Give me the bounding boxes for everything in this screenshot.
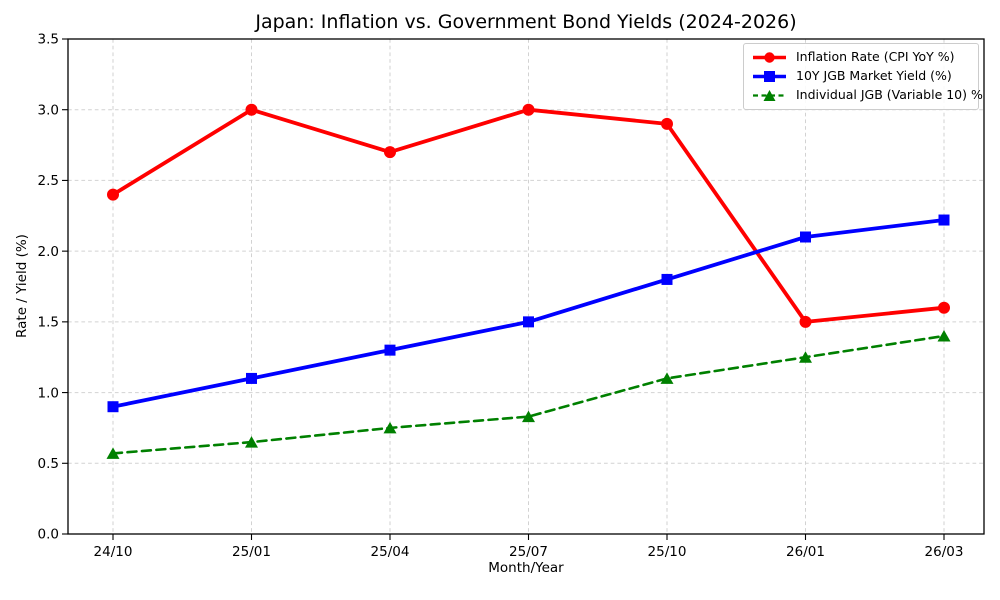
data-point-marker <box>937 330 951 342</box>
y-tick-label: 3.0 <box>38 102 59 118</box>
data-point-marker <box>523 316 534 328</box>
data-point-marker <box>800 231 811 243</box>
data-point-marker <box>522 103 535 116</box>
legend-label: Individual JGB (Variable 10) % <box>796 87 983 103</box>
y-tick-label: 3.5 <box>38 32 59 48</box>
plot-border <box>67 38 985 535</box>
data-point-marker <box>522 410 535 423</box>
data-point-marker <box>107 188 119 201</box>
x-tick-label: 25/07 <box>509 544 548 560</box>
data-point-marker <box>661 273 673 285</box>
data-point-marker <box>245 436 258 448</box>
x-tick-label: 26/03 <box>925 544 964 560</box>
y-tick-label: 0.0 <box>38 527 59 543</box>
x-tick-label: 24/10 <box>94 544 133 560</box>
data-point-marker <box>107 401 119 413</box>
data-point-marker <box>246 372 257 384</box>
data-point-marker <box>660 372 674 384</box>
x-tick-label: 25/10 <box>648 544 687 560</box>
y-tick-label: 2.5 <box>38 173 59 189</box>
data-point-marker <box>245 103 258 116</box>
legend-item-10y-jgb: 10Y JGB Market Yield (%) <box>751 69 971 84</box>
data-point-marker <box>799 315 812 328</box>
y-tick-label: 1.5 <box>38 315 59 331</box>
y-tick-label: 1.0 <box>38 385 59 401</box>
legend-sample-line-circle-icon <box>753 52 786 63</box>
legend-label: Inflation Rate (CPI YoY %) <box>796 49 955 65</box>
data-point-marker <box>384 146 396 159</box>
y-axis-label: Rate / Yield (%) <box>14 234 30 338</box>
legend: Inflation Rate (CPI YoY %) 10Y JGB Marke… <box>743 43 983 110</box>
legend-sample-line-triangle-icon <box>753 90 786 101</box>
legend-label: 10Y JGB Market Yield (%) <box>796 68 952 84</box>
data-point-marker <box>106 447 120 459</box>
x-tick-label: 26/01 <box>786 544 825 560</box>
legend-item-individual-jgb: Individual JGB (Variable 10) % <box>751 88 983 103</box>
legend-item-inflation: Inflation Rate (CPI YoY %) <box>751 50 971 65</box>
data-point-marker <box>661 117 673 130</box>
legend-sample-line-square-icon <box>753 71 786 82</box>
data-point-marker <box>799 351 812 363</box>
chart-title: Japan: Inflation vs. Government Bond Yie… <box>255 11 797 33</box>
y-tick-label: 2.0 <box>38 244 59 260</box>
data-point-marker <box>938 301 950 314</box>
x-axis-label: Month/Year <box>488 560 564 576</box>
data-point-marker <box>938 214 950 226</box>
x-tick-label: 25/04 <box>371 544 410 560</box>
x-tick-label: 25/01 <box>232 544 271 560</box>
data-point-marker <box>384 344 396 356</box>
data-point-marker <box>383 421 397 434</box>
y-tick-label: 0.5 <box>38 456 59 472</box>
